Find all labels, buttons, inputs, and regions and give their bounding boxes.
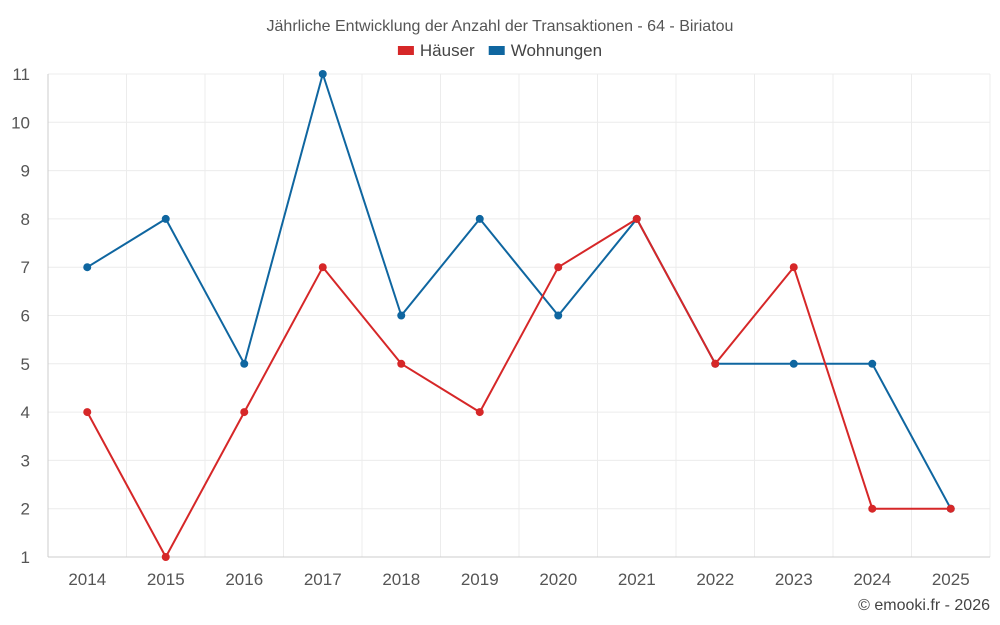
data-point [554, 311, 563, 320]
y-tick-label: 3 [21, 451, 30, 470]
y-tick-label: 8 [21, 210, 30, 229]
series-group [83, 70, 955, 561]
y-axis-ticks: 1 2 3 4 5 6 7 8 9 10 11 [11, 65, 30, 567]
y-tick-label: 9 [21, 162, 30, 181]
y-tick-label: 5 [21, 355, 30, 374]
data-point [318, 70, 327, 78]
legend-label: Häuser [420, 41, 475, 60]
x-tick-label: 2015 [147, 570, 185, 589]
legend-swatch [488, 46, 505, 55]
series-haeuser [83, 214, 955, 561]
legend: Häuser Wohnungen [397, 41, 602, 60]
data-point [161, 214, 170, 223]
data-point [83, 263, 92, 272]
y-tick-label: 1 [21, 548, 30, 567]
data-point [161, 553, 170, 561]
legend-swatch [397, 46, 414, 55]
data-point [554, 263, 563, 272]
data-point [240, 408, 249, 417]
data-point [475, 408, 484, 417]
credit-text: © emooki.fr - 2026 [858, 597, 990, 614]
y-tick-label: 2 [21, 500, 30, 519]
data-point [318, 263, 327, 272]
x-tick-label: 2014 [68, 570, 106, 589]
series-line [86, 217, 951, 558]
data-point [868, 359, 877, 368]
data-point [789, 263, 798, 272]
x-tick-label: 2022 [696, 570, 734, 589]
data-point [868, 504, 877, 513]
y-tick-label: 7 [21, 258, 30, 277]
x-tick-label: 2023 [775, 570, 813, 589]
x-tick-label: 2025 [932, 570, 970, 589]
x-axis-ticks: 2014 2015 2016 2017 2018 2019 2020 2021 2022 2023… [68, 570, 969, 589]
x-tick-label: 2017 [304, 570, 342, 589]
data-point [632, 214, 641, 223]
grid [47, 73, 991, 558]
data-point [946, 504, 955, 513]
legend-label: Wohnungen [511, 41, 602, 60]
data-point [711, 359, 720, 368]
x-tick-label: 2024 [853, 570, 891, 589]
data-point [397, 359, 406, 368]
y-tick-label: 4 [21, 403, 30, 422]
x-tick-label: 2021 [618, 570, 656, 589]
x-tick-label: 2019 [461, 570, 499, 589]
x-tick-label: 2016 [225, 570, 263, 589]
data-point [83, 408, 92, 417]
data-point [397, 311, 406, 320]
y-tick-label: 6 [21, 307, 30, 326]
data-point [240, 359, 249, 368]
data-point [789, 359, 798, 368]
x-tick-label: 2018 [382, 570, 420, 589]
data-point [475, 214, 484, 223]
x-tick-label: 2020 [539, 570, 577, 589]
chart-title: Jährliche Entwicklung der Anzahl der Tra… [267, 18, 734, 35]
series-line [86, 73, 952, 510]
y-tick-label: 11 [12, 65, 30, 84]
y-tick-label: 10 [11, 113, 30, 132]
